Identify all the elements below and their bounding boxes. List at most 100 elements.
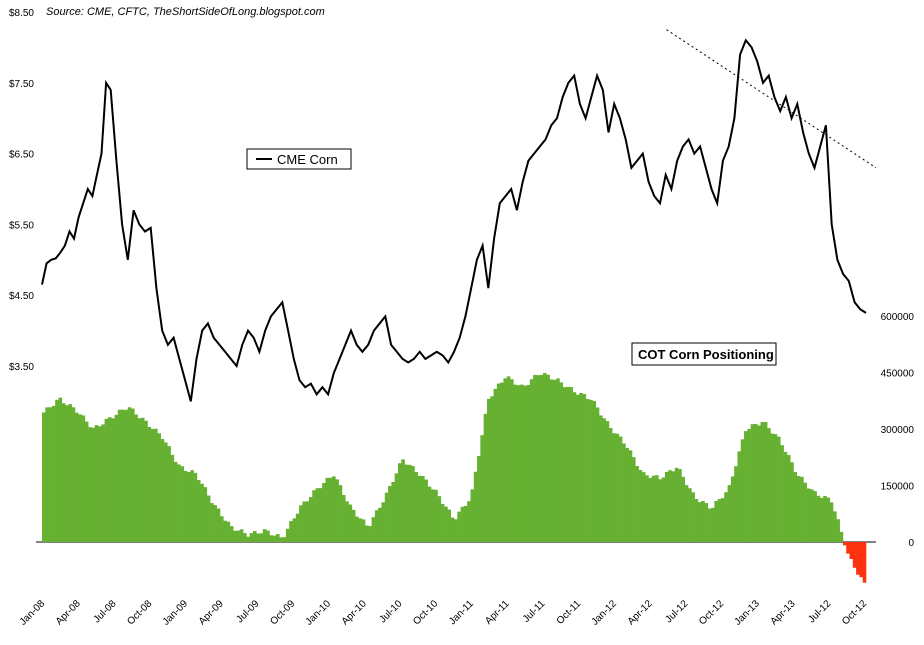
- positioning-bar-long: [711, 507, 715, 542]
- positioning-bar-long: [575, 394, 580, 542]
- positioning-bar-long: [803, 482, 807, 542]
- positioning-bar-long: [269, 535, 274, 542]
- positioning-bar-long: [806, 488, 811, 542]
- left-tick-label: $8.50: [9, 8, 34, 19]
- positioning-bar-long: [348, 504, 353, 542]
- positioning-bar-long: [374, 510, 379, 542]
- positioning-bar-long: [655, 475, 659, 542]
- positioning-bar-long: [727, 485, 732, 542]
- positioning-bar-long: [549, 379, 554, 542]
- positioning-bar-long: [196, 480, 201, 542]
- positioning-bar-long: [424, 479, 428, 542]
- positioning-bar-long: [157, 433, 161, 542]
- positioning-bar-long: [216, 508, 221, 542]
- positioning-bar-long: [206, 495, 211, 542]
- positioning-bar-long: [130, 408, 135, 542]
- positioning-bar-long: [664, 471, 669, 542]
- left-tick-label: $5.50: [9, 220, 34, 231]
- positioning-bar-long: [328, 477, 333, 542]
- positioning-bar-long: [341, 495, 346, 542]
- positioning-bar-long: [121, 409, 125, 542]
- positioning-bar-long: [605, 421, 610, 542]
- positioning-bar-long: [595, 407, 600, 542]
- positioning-bar-long: [88, 427, 92, 542]
- positioning-bar-long: [608, 428, 613, 542]
- positioning-bar-long: [434, 489, 438, 542]
- positioning-bar-long: [612, 433, 616, 542]
- x-tick-label: Jan-12: [590, 598, 620, 628]
- positioning-bar-short: [862, 542, 867, 583]
- right-tick-label: 150000: [881, 482, 915, 493]
- positioning-bar-long: [447, 509, 452, 542]
- left-tick-label: $3.50: [9, 362, 34, 373]
- positioning-bar-long: [641, 472, 646, 542]
- positioning-bar-long: [322, 483, 326, 542]
- x-tick-label: Jul-12: [663, 598, 690, 625]
- cot-annotation: COT Corn Positioning: [631, 342, 777, 366]
- x-tick-label: Oct-11: [555, 598, 584, 627]
- positioning-bar-long: [183, 471, 188, 542]
- positioning-bar-long: [137, 418, 142, 542]
- positioning-bar-long: [813, 491, 817, 542]
- positioning-bar-long: [493, 388, 498, 542]
- x-tick-label: Apr-13: [769, 598, 798, 627]
- positioning-bar-long: [516, 385, 521, 542]
- positioning-bar-long: [734, 466, 738, 542]
- positioning-bar-long: [618, 436, 623, 542]
- right-tick-label: 300000: [881, 425, 915, 436]
- positioning-bar-long: [163, 442, 168, 542]
- x-tick-label: Oct-12: [697, 598, 726, 627]
- positioning-bar-long: [477, 455, 481, 542]
- positioning-bar-long: [127, 407, 132, 542]
- x-tick-label: Jan-08: [18, 598, 48, 628]
- positioning-bar-long: [229, 526, 234, 542]
- downtrend-line: [666, 29, 877, 169]
- positioning-bar-long: [236, 530, 241, 542]
- positioning-bar-long: [239, 529, 244, 542]
- positioning-bar-long: [388, 485, 392, 542]
- x-tick-label: Apr-11: [483, 598, 512, 627]
- positioning-bar-long: [658, 479, 662, 542]
- positioning-bar-long: [180, 466, 185, 542]
- positioning-bar-long: [717, 499, 722, 542]
- positioning-bar-long: [763, 421, 768, 542]
- left-tick-label: $6.50: [9, 150, 34, 161]
- positioning-bar-long: [542, 373, 547, 542]
- positioning-bar-long: [724, 492, 728, 542]
- positioning-bar-long: [243, 533, 247, 542]
- x-tick-label: Apr-09: [197, 598, 226, 627]
- positioning-bar-long: [720, 498, 725, 542]
- positioning-bar-long: [833, 511, 837, 542]
- positioning-bar-long: [246, 536, 250, 542]
- positioning-bar-long: [68, 404, 72, 542]
- positioning-bar-long: [533, 374, 537, 542]
- positioning-bar-long: [394, 473, 399, 542]
- positioning-bar-long: [81, 415, 86, 542]
- positioning-bar-long: [318, 488, 323, 542]
- positioning-bar-long: [368, 526, 372, 542]
- x-tick-label: Apr-12: [626, 598, 655, 627]
- positioning-bar-long: [154, 428, 158, 542]
- positioning-bar-long: [282, 537, 287, 542]
- positioning-bar-long: [836, 519, 840, 542]
- positioning-bar-long: [648, 478, 653, 542]
- positioning-bar-long: [440, 503, 445, 542]
- positioning-bar-long: [829, 502, 834, 542]
- positioning-bar-long: [381, 502, 386, 542]
- positioning-bar-long: [312, 490, 316, 542]
- positioning-bar-long: [470, 489, 475, 542]
- positioning-bar-long: [668, 470, 672, 542]
- positioning-bar-long: [345, 501, 349, 542]
- positioning-bar-long: [74, 412, 79, 542]
- positioning-bar-long: [625, 447, 629, 542]
- x-tick-label: Jan-11: [447, 598, 476, 627]
- legend-box: [246, 148, 352, 170]
- positioning-bar-long: [585, 398, 590, 542]
- positioning-bar-long: [777, 436, 781, 542]
- legend: CME Corn: [246, 148, 352, 170]
- positioning-bar-long: [55, 399, 59, 542]
- positioning-bar-short: [849, 542, 854, 559]
- positioning-bar-long: [536, 375, 540, 542]
- positioning-bar-long: [305, 501, 310, 542]
- positioning-bar-long: [160, 439, 165, 542]
